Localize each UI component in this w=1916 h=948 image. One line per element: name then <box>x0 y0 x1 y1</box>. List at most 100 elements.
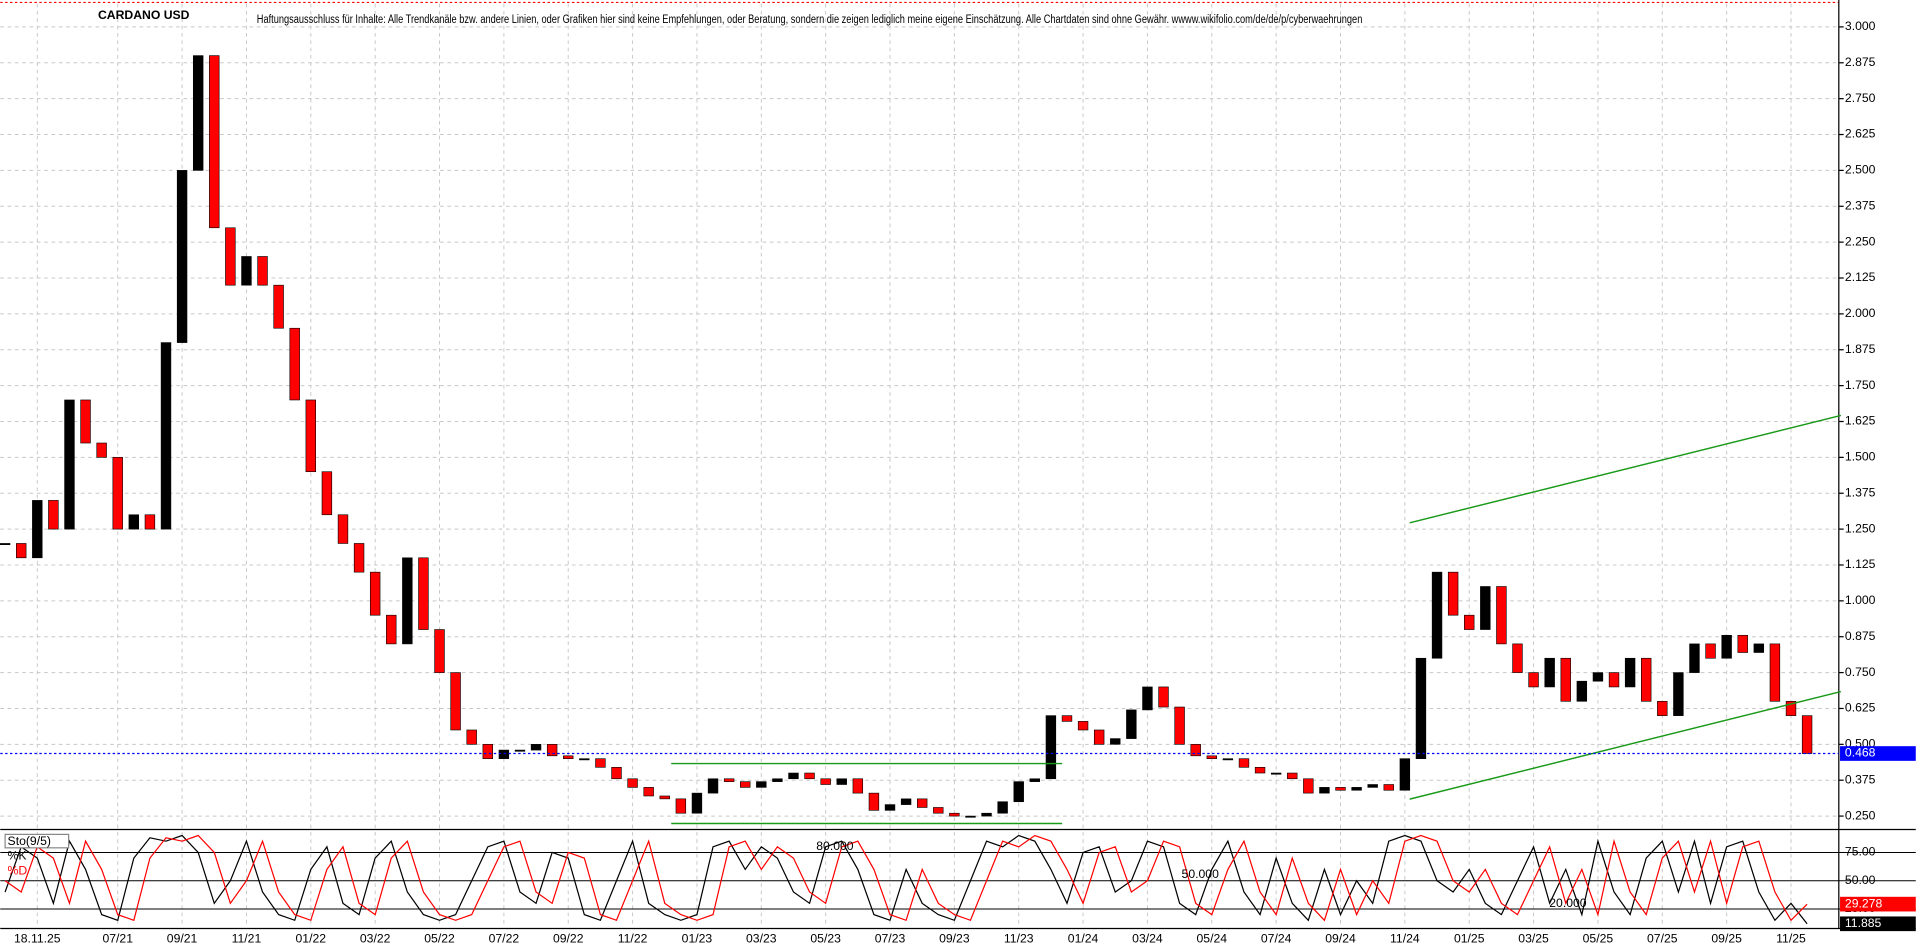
x-tick-label: 09/24 <box>1325 932 1356 946</box>
legend-d: %D <box>8 863 28 877</box>
candle <box>1238 758 1250 768</box>
x-tick-label: 03/24 <box>1132 932 1163 946</box>
candle <box>691 792 703 814</box>
candle <box>1110 738 1121 745</box>
candle <box>498 749 510 759</box>
candle <box>369 571 381 616</box>
candle <box>1174 706 1185 745</box>
candle <box>0 543 11 545</box>
y-tick-label: 3.000 <box>1845 19 1876 33</box>
y-tick-label: 1.500 <box>1845 450 1876 464</box>
candle <box>289 327 300 401</box>
candle <box>707 778 719 794</box>
candle <box>1383 784 1394 791</box>
y-tick-label: 2.375 <box>1845 198 1876 212</box>
x-tick-label: 11/23 <box>1004 932 1034 946</box>
candle <box>611 766 622 780</box>
x-tick-label: 09/21 <box>167 932 198 946</box>
y-tick-label: 0.625 <box>1845 701 1876 715</box>
candle <box>1029 778 1041 782</box>
candle <box>1512 643 1523 673</box>
candle <box>1464 614 1475 630</box>
candle <box>1528 672 1539 688</box>
y-tick-label: 1.000 <box>1845 593 1876 607</box>
x-tick-label: 03/25 <box>1518 932 1549 946</box>
indicator-title: Sto(9/5) <box>8 834 51 848</box>
y-tick-label: 2.750 <box>1845 91 1876 105</box>
x-tick-label: 07/23 <box>875 932 906 946</box>
y-tick-label: 50.00 <box>1845 873 1876 887</box>
y-tick-label: 2.000 <box>1845 306 1876 320</box>
y-tick-label: 2.125 <box>1845 270 1876 284</box>
candle <box>1801 715 1813 754</box>
candle <box>321 471 333 516</box>
y-tick-label: 75.00 <box>1845 845 1876 859</box>
candle <box>1721 634 1732 659</box>
candle <box>1077 721 1089 731</box>
candle <box>1560 657 1571 702</box>
candle <box>1673 672 1684 716</box>
x-tick-label: 05/24 <box>1197 932 1228 946</box>
legend-k: %K <box>8 849 27 863</box>
candle <box>1013 781 1024 803</box>
candle <box>80 399 91 444</box>
candle <box>852 778 864 794</box>
candle <box>772 778 783 782</box>
candle <box>981 812 992 817</box>
candle <box>176 170 188 343</box>
candle <box>16 543 27 559</box>
y-tick-label: 1.625 <box>1845 414 1876 428</box>
candle <box>900 798 912 805</box>
candle <box>643 787 654 797</box>
trend-line <box>1409 414 1842 524</box>
candle <box>209 55 220 229</box>
candle <box>1657 700 1668 716</box>
y-tick-label: 1.750 <box>1845 378 1876 392</box>
candle <box>949 812 960 817</box>
y-tick-label: 0.875 <box>1845 629 1876 643</box>
candle <box>1287 772 1298 780</box>
candle <box>917 798 928 808</box>
candle <box>723 778 735 782</box>
candle <box>1608 672 1620 688</box>
candle <box>530 744 542 751</box>
stoch-line <box>4 834 1808 922</box>
y-tick-label: 1.875 <box>1845 342 1876 356</box>
x-tick-label: 01/25 <box>1454 932 1485 946</box>
candle <box>740 781 751 788</box>
last-value-label: 11.885 <box>1845 916 1882 930</box>
candle <box>434 629 445 673</box>
candle <box>273 284 284 329</box>
candle <box>1447 571 1459 616</box>
candle <box>192 55 204 171</box>
candle <box>997 801 1008 814</box>
candle <box>1142 686 1153 711</box>
y-tick-label: 2.625 <box>1845 127 1876 141</box>
candle <box>305 399 316 473</box>
candle <box>595 758 606 768</box>
candle <box>241 256 252 286</box>
x-tick-label: 07/24 <box>1261 932 1292 946</box>
candle <box>1737 634 1748 653</box>
candle <box>868 792 880 811</box>
candle <box>1335 787 1346 791</box>
y-tick-label: 1.375 <box>1845 485 1876 499</box>
candle <box>144 514 156 530</box>
candle <box>933 807 944 814</box>
candle <box>965 815 976 818</box>
x-tick-label: 03/22 <box>360 932 391 946</box>
x-tick-label: 11/25 <box>1776 932 1806 946</box>
indicator-box <box>4 833 70 849</box>
candle <box>1769 643 1781 702</box>
y-tick-label: 2.250 <box>1845 234 1876 248</box>
candle <box>788 772 799 780</box>
candle <box>64 399 75 530</box>
x-tick-label: 07/21 <box>102 932 133 946</box>
candle <box>32 500 43 559</box>
x-tick-label: 11/22 <box>618 932 648 946</box>
y-tick-label: 0.375 <box>1845 772 1876 786</box>
candle <box>820 778 831 785</box>
x-tick-label: 01/22 <box>296 932 327 946</box>
grid <box>0 3 1916 925</box>
